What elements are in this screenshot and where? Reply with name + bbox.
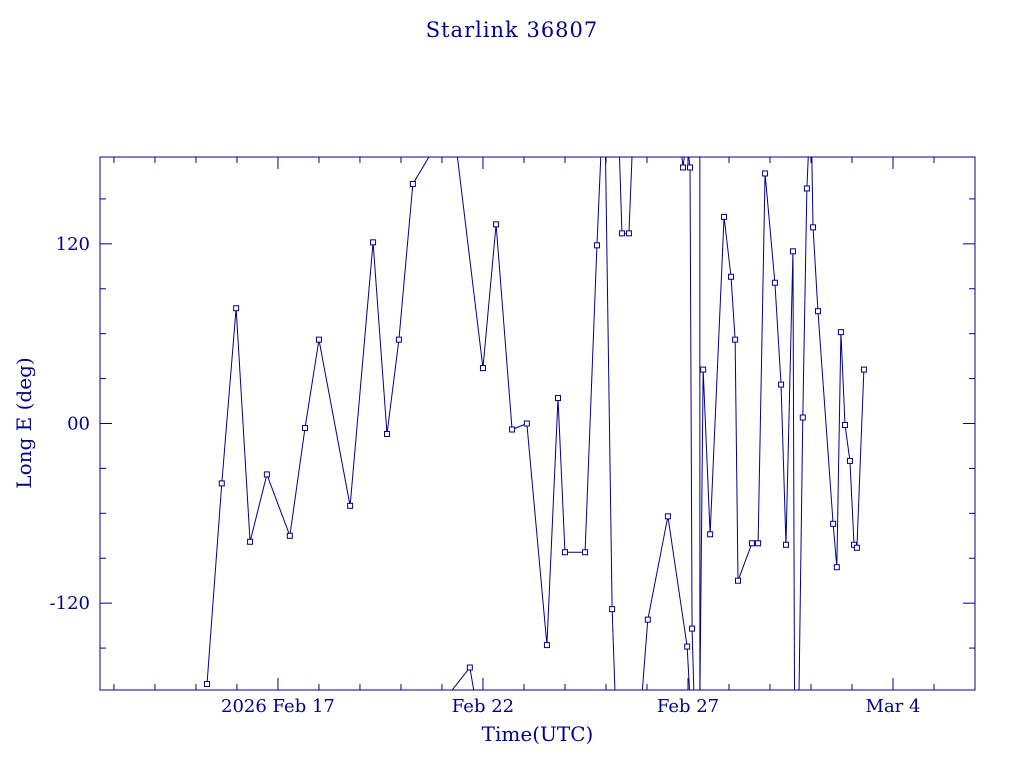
data-marker (523, 420, 530, 427)
data-line (798, 157, 809, 690)
x-tick-label: Feb 22 (452, 696, 514, 717)
data-marker (409, 180, 416, 187)
data-marker (771, 279, 778, 286)
y-axis-label: Long E (deg) (12, 357, 36, 489)
x-axis-label: Time(UTC) (481, 722, 594, 746)
data-marker (680, 164, 687, 171)
data-marker (302, 424, 309, 431)
data-line (641, 516, 690, 690)
data-marker (582, 549, 589, 556)
data-marker (735, 577, 742, 584)
data-marker (810, 224, 817, 231)
chart-title: Starlink 36807 (425, 18, 599, 42)
y-tick-label: 120 (56, 234, 90, 255)
data-marker (799, 414, 806, 421)
data-marker (493, 221, 500, 228)
data-marker (833, 564, 840, 571)
data-marker (315, 336, 322, 343)
data-marker (618, 230, 625, 237)
data-marker (370, 239, 377, 246)
data-marker (384, 430, 391, 437)
data-marker (755, 540, 762, 547)
data-marker (782, 541, 789, 548)
data-marker (625, 230, 632, 237)
data-line (456, 157, 602, 646)
data-marker (803, 185, 810, 192)
data-line (619, 157, 633, 234)
data-marker (218, 480, 225, 487)
data-marker (263, 471, 270, 478)
data-line (688, 157, 695, 690)
data-marker (347, 502, 354, 509)
data-marker (778, 381, 785, 388)
data-marker (664, 513, 671, 520)
data-marker (700, 366, 707, 373)
x-tick-label: 2026 Feb 17 (221, 696, 335, 717)
data-marker (247, 538, 254, 545)
data-marker (814, 308, 821, 315)
data-marker (830, 520, 837, 527)
data-line (605, 157, 616, 690)
data-marker (286, 532, 293, 539)
y-tick-label: 00 (67, 414, 90, 435)
data-marker (555, 395, 562, 402)
data-marker (561, 549, 568, 556)
data-marker (732, 336, 739, 343)
data-line (811, 157, 865, 568)
data-marker (689, 625, 696, 632)
data-marker (684, 643, 691, 650)
x-tick-label: Mar 4 (866, 696, 921, 717)
data-marker (593, 242, 600, 249)
data-marker (842, 421, 849, 428)
data-marker (543, 642, 550, 649)
data-marker (644, 616, 651, 623)
data-marker (762, 170, 769, 177)
data-marker (721, 213, 728, 220)
data-marker (707, 531, 714, 538)
data-marker (509, 426, 516, 433)
data-marker (860, 366, 867, 373)
y-tick-label: -120 (50, 593, 90, 614)
data-marker (728, 273, 735, 280)
data-marker (837, 329, 844, 336)
data-marker (233, 305, 240, 312)
data-line (206, 157, 430, 685)
data-marker (395, 336, 402, 343)
data-marker (466, 664, 473, 671)
data-marker (687, 164, 694, 171)
data-marker (748, 540, 755, 547)
data-marker (846, 457, 853, 464)
x-tick-label: Feb 27 (657, 696, 719, 717)
data-marker (609, 606, 616, 613)
data-marker (479, 365, 486, 372)
data-marker (853, 544, 860, 551)
data-marker (789, 248, 796, 255)
data-line (699, 173, 795, 690)
data-marker (204, 681, 211, 688)
